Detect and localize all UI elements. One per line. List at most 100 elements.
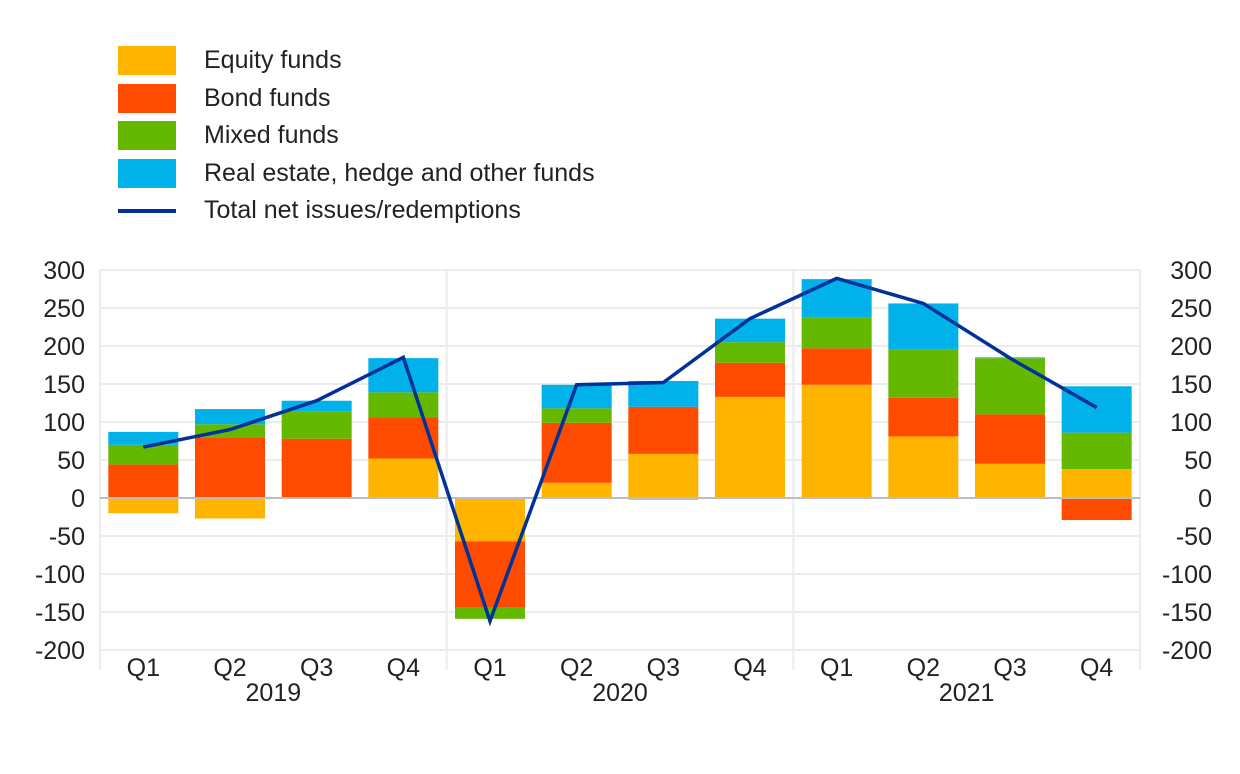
y-tick-label-right: 200: [1170, 333, 1212, 361]
bar-segment: [541, 482, 612, 498]
legend-swatch-other: [118, 158, 176, 188]
y-tick-label-left: 100: [43, 409, 85, 437]
bar-segment: [108, 431, 179, 445]
bar-segment: [888, 303, 959, 350]
bar-segment: [108, 498, 179, 514]
bar-segment: [975, 358, 1045, 415]
legend: Equity funds Bond funds Mixed funds Real…: [118, 42, 595, 230]
bar-segment: [541, 384, 612, 409]
legend-item-equity: Equity funds: [118, 42, 595, 80]
y-tick-label-right: -200: [1162, 637, 1212, 665]
bar-segment: [888, 436, 959, 498]
bar-segment: [455, 607, 525, 619]
x-tick-label: Q4: [387, 654, 420, 682]
bar-segment: [368, 458, 439, 498]
legend-label-other: Real estate, hedge and other funds: [204, 158, 595, 187]
total-net-issues-line: [142, 276, 1098, 627]
legend-item-mixed: Mixed funds: [118, 117, 595, 155]
legend-label-equity: Equity funds: [204, 46, 342, 75]
bar-segment: [628, 453, 699, 498]
y-tick-label-right: 150: [1170, 371, 1212, 399]
y-tick-label-left: 200: [43, 333, 85, 361]
bar-segment: [455, 498, 525, 542]
legend-swatch-bond: [118, 83, 176, 113]
x-tick-label: Q2: [907, 654, 940, 682]
y-tick-label-right: 250: [1170, 295, 1212, 323]
bar-segment: [715, 318, 785, 343]
y-tick-label-right: -50: [1176, 523, 1212, 551]
bar-segment: [801, 317, 872, 349]
bar-segment: [1061, 469, 1132, 498]
bar-segment: [628, 380, 699, 407]
bar-segment: [628, 406, 699, 454]
x-tick-label: Q3: [993, 654, 1026, 682]
y-tick-label-right: 50: [1184, 447, 1212, 475]
legend-label-total: Total net issues/redemptions: [204, 196, 521, 225]
bar-segment: [108, 464, 179, 498]
legend-swatch-mixed: [118, 121, 176, 151]
bar-segment: [715, 362, 785, 397]
bar-segment: [1061, 432, 1132, 470]
y-tick-label-left: -200: [35, 637, 85, 665]
year-label: 2020: [592, 679, 648, 707]
legend-item-other: Real estate, hedge and other funds: [118, 155, 595, 193]
y-tick-label-left: 150: [43, 371, 85, 399]
y-tick-label-right: 100: [1170, 409, 1212, 437]
x-tick-label: Q1: [473, 654, 506, 682]
legend-swatch-equity: [118, 46, 176, 76]
x-tick-label: Q2: [213, 654, 246, 682]
y-tick-label-left: -100: [35, 561, 85, 589]
bars: [108, 279, 1132, 619]
y-tick-label-right: 0: [1198, 485, 1212, 513]
y-tick-label-right: -100: [1162, 561, 1212, 589]
y-tick-label-left: -150: [35, 599, 85, 627]
legend-item-total: Total net issues/redemptions: [118, 192, 595, 230]
x-tick-label: Q3: [647, 654, 680, 682]
bar-segment: [281, 400, 352, 412]
bar-segment: [195, 437, 265, 498]
bar-segment: [888, 397, 959, 437]
x-tick-label: Q3: [300, 654, 333, 682]
gridlines: [99, 269, 1141, 670]
y-axis-left: 300 250 200 150 100 50 0 -50 -100 -150 -200: [35, 257, 85, 665]
bar-segment: [888, 349, 959, 398]
bar-segment: [715, 396, 785, 498]
year-label: 2021: [939, 679, 995, 707]
y-tick-label-right: -150: [1162, 599, 1212, 627]
legend-label-bond: Bond funds: [204, 83, 331, 112]
y-tick-label-left: 250: [43, 295, 85, 323]
x-axis: Q1 Q2 Q3 Q4 Q1 Q2 Q3 Q4 Q1 Q2 Q3 Q4 2019 2020 2021: [127, 654, 1114, 707]
bar-segment: [368, 392, 439, 418]
bar-segment: [195, 498, 265, 519]
bar-segment: [801, 384, 872, 498]
y-tick-label-right: 300: [1170, 257, 1212, 285]
x-tick-label: Q1: [127, 654, 160, 682]
x-tick-label: Q4: [733, 654, 766, 682]
x-tick-label: Q1: [820, 654, 853, 682]
x-tick-label: Q4: [1080, 654, 1113, 682]
year-label: 2019: [246, 679, 302, 707]
bar-segment: [195, 409, 265, 425]
legend-label-mixed: Mixed funds: [204, 121, 339, 150]
bar-segment: [801, 348, 872, 385]
y-tick-label-left: -50: [49, 523, 85, 551]
bar-segment: [541, 408, 612, 423]
bar-segment: [368, 358, 439, 393]
total-line: [142, 276, 1098, 627]
bar-segment: [368, 417, 439, 459]
bar-segment: [715, 342, 785, 363]
bar-segment: [975, 463, 1045, 498]
x-tick-label: Q2: [560, 654, 593, 682]
bar-segment: [975, 414, 1045, 464]
legend-line-total: [118, 208, 176, 213]
legend-item-bond: Bond funds: [118, 80, 595, 118]
bar-segment: [281, 438, 352, 498]
bar-segment: [281, 411, 352, 439]
bar-segment: [108, 444, 179, 465]
bar-segment: [1061, 498, 1132, 521]
y-axis-right: 300 250 200 150 100 50 0 -50 -100 -150 -200: [1162, 257, 1212, 665]
y-tick-label-left: 0: [71, 485, 85, 513]
y-tick-label-left: 300: [43, 257, 85, 285]
y-tick-label-left: 50: [57, 447, 85, 475]
